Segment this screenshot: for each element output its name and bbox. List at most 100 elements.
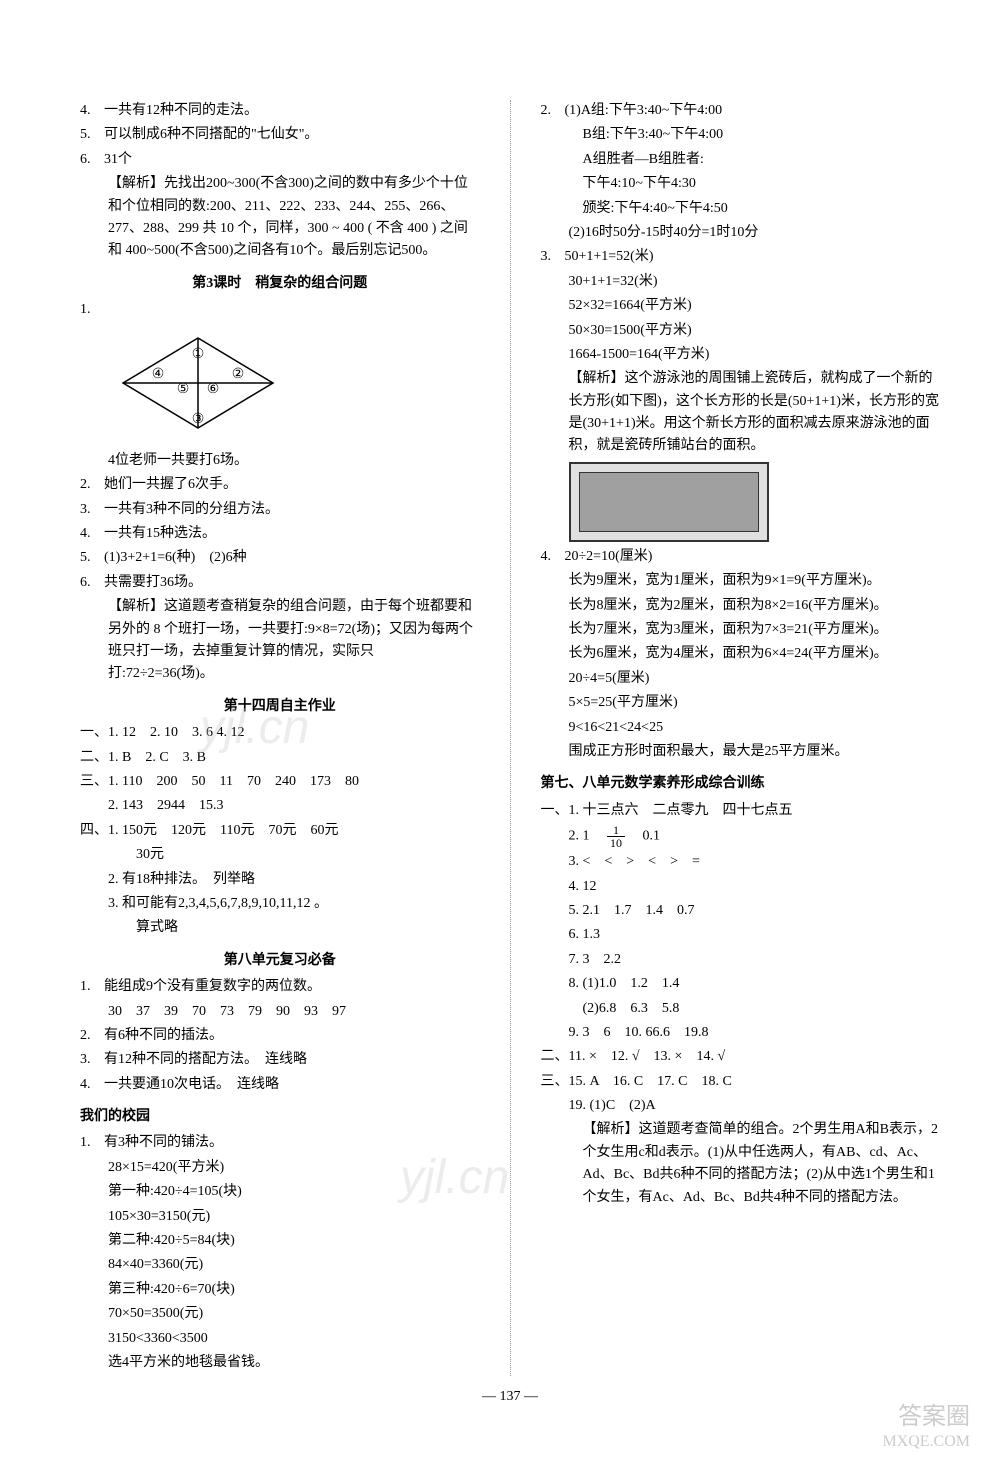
answer-text: 有12种不同的搭配方法。 连线略 (104, 1052, 307, 1067)
unit-heading: 第七、八单元数学素养形成综合训练 (541, 773, 941, 795)
answer-text: 一共有15种选法。 (104, 526, 216, 541)
answer-text: (1)3+2+1=6(种) (2)6种 (104, 550, 247, 565)
analysis-label: 【解析】 (108, 596, 164, 618)
answer-item: 5.可以制成6种不同搭配的"七仙女"。 (80, 124, 480, 146)
calc-line: 长为6厘米，宽为4厘米，面积为6×4=24(平方厘米)。 (541, 643, 941, 665)
answer-line: 下午4:10~下午4:30 (541, 173, 941, 195)
answer-line: 2. 1 110 0.1 (541, 824, 941, 849)
answer-item: 4.20÷2=10(厘米) (541, 546, 941, 568)
svg-text:⑥: ⑥ (207, 382, 220, 397)
calc-line: 长为7厘米，宽为3厘米，面积为7×3=21(平方厘米)。 (541, 619, 941, 641)
calc-line: 70×50=3500(元) (80, 1303, 480, 1325)
answer-line: 8. (1)1.0 1.2 1.4 (541, 973, 941, 995)
answer-line: 19. (1)C (2)A (541, 1095, 941, 1117)
answer-line: 颁奖:下午4:40~下午4:50 (541, 198, 941, 220)
calc-line: 选4平方米的地毯最省钱。 (80, 1352, 480, 1374)
calc-line: 20÷4=5(厘米) (541, 668, 941, 690)
answer-line: 算式略 (80, 917, 480, 939)
answer-item: 4.一共有15种选法。 (80, 523, 480, 545)
answer-suffix: 0.1 (629, 829, 661, 844)
svg-text:②: ② (232, 367, 245, 382)
analysis-label: 【解析】 (569, 368, 625, 390)
calc-line: 3150<3360<3500 (80, 1328, 480, 1350)
svg-text:①: ① (192, 347, 205, 362)
answer-text: 一共要通10次电话。 连线略 (104, 1077, 279, 1092)
answer-text: 可以制成6种不同搭配的"七仙女"。 (104, 127, 318, 142)
answer-line: 2. 143 2944 15.3 (80, 795, 480, 817)
calc-line: 52×32=1664(平方米) (541, 295, 941, 317)
analysis-label: 【解析】 (108, 173, 164, 195)
answer-item: 5.(1)3+2+1=6(种) (2)6种 (80, 547, 480, 569)
analysis-block: 【解析】这道题考查简单的组合。2个男生用A和B表示，2个女生用c和d表示。(1)… (541, 1119, 941, 1209)
caption: 4位老师一共要打6场。 (80, 450, 480, 472)
pool-diagram (569, 462, 941, 542)
answer-item: 1.有3种不同的铺法。 (80, 1132, 480, 1154)
answer-item: 1.能组成9个没有重复数字的两位数。 (80, 976, 480, 998)
answer-line: 三、1. 110 200 50 11 70 240 173 80 (80, 771, 480, 793)
calc-line: 28×15=420(平方米) (80, 1157, 480, 1179)
calc-line: 第二种:420÷5=84(块) (80, 1230, 480, 1252)
answer-line: 6. 1.3 (541, 924, 941, 946)
svg-text:⑤: ⑤ (177, 382, 190, 397)
answer-line: B组:下午3:40~下午4:00 (541, 124, 941, 146)
answer-line: 4. 12 (541, 876, 941, 898)
fraction: 110 (607, 824, 625, 849)
section-heading: 我们的校园 (80, 1106, 480, 1128)
calc-line: 第三种:420÷6=70(块) (80, 1279, 480, 1301)
answer-line: 二、11. × 12. √ 13. × 14. √ (541, 1046, 941, 1068)
analysis-block: 【解析】先找出200~300(不含300)之间的数中有多少个十位和个位相同的数:… (80, 173, 480, 263)
answer-line: (2)6.8 6.3 5.8 (541, 998, 941, 1020)
lesson-heading: 第3课时 稍复杂的组合问题 (80, 273, 480, 295)
answer-line: 二、1. B 2. C 3. B (80, 747, 480, 769)
calc-line: 105×30=3150(元) (80, 1206, 480, 1228)
answer-item: 4.一共有12种不同的走法。 (80, 100, 480, 122)
calc-line: 第一种:420÷4=105(块) (80, 1181, 480, 1203)
answer-text: 能组成9个没有重复数字的两位数。 (104, 979, 321, 994)
analysis-block: 【解析】这个游泳池的周围铺上瓷砖后，就构成了一个新的长方形(如下图)，这个长方形… (541, 368, 941, 458)
answer-item: 2.有6种不同的插法。 (80, 1025, 480, 1047)
answer-text: 她们一共握了6次手。 (104, 477, 237, 492)
svg-text:③: ③ (192, 412, 205, 427)
calc-line: 5×5=25(平方厘米) (541, 692, 941, 714)
answer-item: 6.31个 (80, 149, 480, 171)
answer-line: 3. 和可能有2,3,4,5,6,7,8,9,10,11,12 。 (80, 893, 480, 915)
svg-text:④: ④ (152, 367, 165, 382)
answer-text: 一共有3种不同的分组方法。 (104, 502, 279, 517)
answer-item: 4.一共要通10次电话。 连线略 (80, 1074, 480, 1096)
answer-line: A组胜者—B组胜者: (541, 149, 941, 171)
answer-text: 有6种不同的插法。 (104, 1028, 223, 1043)
calc-line: 50×30=1500(平方米) (541, 320, 941, 342)
brand-url: MXQE.COM (882, 1432, 970, 1451)
calc-line: 长为8厘米，宽为2厘米，面积为8×2=16(平方厘米)。 (541, 595, 941, 617)
answer-line: 30元 (80, 844, 480, 866)
answer-line: 2. 有18种排法。 列举略 (80, 869, 480, 891)
footer-brand: 答案圈 MXQE.COM (882, 1403, 970, 1451)
page-columns: 4.一共有12种不同的走法。 5.可以制成6种不同搭配的"七仙女"。 6.31个… (80, 100, 940, 1376)
answer-text: 20÷2=10(厘米) (565, 549, 653, 564)
analysis-label: 【解析】 (583, 1119, 639, 1141)
left-column: 4.一共有12种不同的走法。 5.可以制成6种不同搭配的"七仙女"。 6.31个… (80, 100, 480, 1376)
answer-line: 四、1. 150元 120元 110元 70元 60元 (80, 820, 480, 842)
answer-line: 三、15. A 16. C 17. C 18. C (541, 1071, 941, 1093)
calc-line: 9<16<21<24<25 (541, 717, 941, 739)
answer-item: 3.有12种不同的搭配方法。 连线略 (80, 1049, 480, 1071)
brand-text: 答案圈 (882, 1403, 970, 1432)
answer-line: 30 37 39 70 73 79 90 93 97 (80, 1001, 480, 1023)
answer-text: 有3种不同的铺法。 (104, 1135, 223, 1150)
answer-line: 5. 2.1 1.7 1.4 0.7 (541, 900, 941, 922)
answer-text: (1)A组:下午3:40~下午4:00 (565, 103, 723, 118)
calc-line: 1664-1500=164(平方米) (541, 344, 941, 366)
answer-item: 1. (80, 299, 480, 321)
answer-text: 50+1+1=52(米) (565, 249, 654, 264)
answer-line: 一、1. 十三点六 二点零九 四十七点五 (541, 800, 941, 822)
answer-item: 6.共需要打36场。 (80, 572, 480, 594)
answer-item: 2.她们一共握了6次手。 (80, 474, 480, 496)
calc-line: 30+1+1=32(米) (541, 271, 941, 293)
answer-item: 2.(1)A组:下午3:40~下午4:00 (541, 100, 941, 122)
answer-item: 3.一共有3种不同的分组方法。 (80, 499, 480, 521)
answer-item: 3.50+1+1=52(米) (541, 246, 941, 268)
graph-diagram: ① ② ③ ④ ⑤ ⑥ (108, 328, 288, 438)
answer-text: 一共有12种不同的走法。 (104, 103, 258, 118)
answer-line: (2)16时50分-15时40分=1时10分 (541, 222, 941, 244)
answer-line: 3. < < > < > = (541, 851, 941, 873)
